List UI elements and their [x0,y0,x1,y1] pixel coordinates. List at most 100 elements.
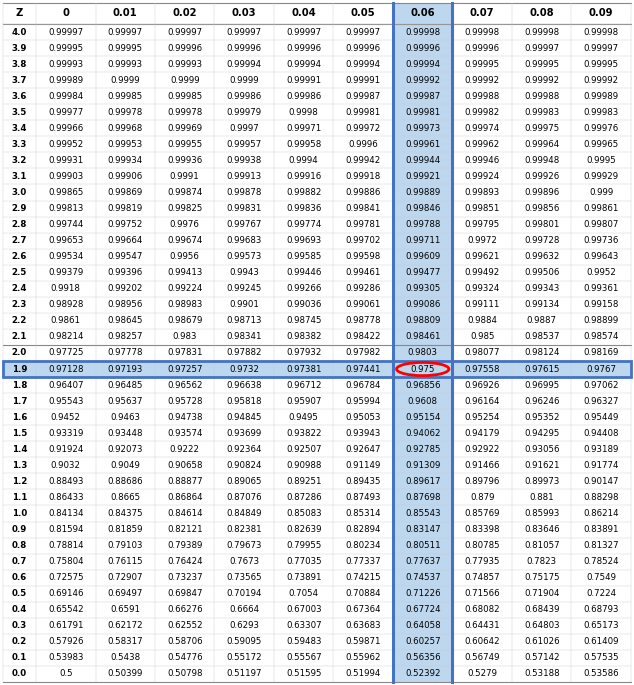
Bar [333,72,393,88]
Bar [274,169,333,184]
Bar [96,650,155,666]
Text: 0.98382: 0.98382 [286,332,321,341]
Bar [3,329,36,345]
Text: 0.99903: 0.99903 [48,172,84,181]
Bar [3,521,36,538]
Text: 0.99997: 0.99997 [346,27,381,36]
Bar [453,249,512,264]
Text: 0.99801: 0.99801 [524,220,559,229]
Bar [36,249,96,264]
Bar [214,169,274,184]
Bar [571,216,631,233]
Bar [393,538,453,553]
Bar [333,3,393,24]
Text: 0.99158: 0.99158 [583,300,619,310]
Bar [214,40,274,56]
Bar [3,24,36,40]
Bar [453,297,512,313]
Text: 0.95543: 0.95543 [48,397,84,406]
Text: 0.95154: 0.95154 [405,412,441,422]
Text: 0.71904: 0.71904 [524,589,559,598]
Text: 0.65542: 0.65542 [48,606,84,614]
Bar [155,313,214,329]
Bar [393,169,453,184]
Text: 0.53983: 0.53983 [48,653,84,662]
Text: 0.96638: 0.96638 [226,381,262,390]
Bar [393,601,453,618]
Bar [214,313,274,329]
Text: 0.83646: 0.83646 [524,525,560,534]
Text: 0.53586: 0.53586 [583,669,619,678]
Text: 0.9995: 0.9995 [586,156,616,165]
Bar [333,666,393,682]
Text: 2.5: 2.5 [12,269,27,277]
Text: 0.91309: 0.91309 [405,461,441,470]
Text: 0.93056: 0.93056 [524,445,559,453]
Text: 0.99683: 0.99683 [226,236,262,245]
Bar [274,329,333,345]
Bar [214,570,274,586]
Text: 0.68793: 0.68793 [583,606,619,614]
Bar [3,40,36,56]
Bar [512,538,571,553]
Text: 0.78524: 0.78524 [583,557,619,566]
Text: 0.82894: 0.82894 [346,525,381,534]
Text: 0.9997: 0.9997 [230,124,259,133]
Bar [333,489,393,506]
Text: 0.99997: 0.99997 [48,27,83,36]
Text: 0.5438: 0.5438 [110,653,140,662]
Bar [512,666,571,682]
Bar [155,329,214,345]
Bar [155,72,214,88]
Text: 0.99781: 0.99781 [346,220,381,229]
Text: 0.99955: 0.99955 [167,140,202,149]
Text: 0.72575: 0.72575 [48,573,84,582]
Text: 0.67003: 0.67003 [286,606,321,614]
Text: 0.57535: 0.57535 [583,653,619,662]
Text: 2.4: 2.4 [12,284,27,293]
Bar [214,104,274,121]
Bar [571,553,631,570]
Text: 0.97932: 0.97932 [286,349,321,358]
Text: 0.99997: 0.99997 [286,27,321,36]
Text: 0.94062: 0.94062 [405,429,441,438]
Text: 0.9: 0.9 [12,525,27,534]
Text: 0.99324: 0.99324 [465,284,500,293]
Bar [393,345,453,361]
Text: 0.99953: 0.99953 [108,140,143,149]
Text: 0.97778: 0.97778 [108,349,143,358]
Text: 0.81594: 0.81594 [48,525,84,534]
Text: 0.99996: 0.99996 [346,44,381,53]
Bar [274,618,333,634]
Text: 0.9994: 0.9994 [289,156,319,165]
Text: 0.98809: 0.98809 [405,316,441,325]
Bar [333,345,393,361]
Text: 0.9998: 0.9998 [289,108,319,116]
Bar [155,553,214,570]
Bar [214,441,274,458]
Text: 0.9999: 0.9999 [230,75,259,85]
Bar [214,152,274,169]
Text: 0.99981: 0.99981 [405,108,441,116]
Bar [36,297,96,313]
Bar [36,586,96,601]
Bar [333,393,393,409]
Text: 0.99985: 0.99985 [108,92,143,101]
Text: 0.99985: 0.99985 [167,92,202,101]
Text: 0.99869: 0.99869 [108,188,143,197]
Text: 3.3: 3.3 [12,140,27,149]
Bar [393,313,453,329]
Bar [274,104,333,121]
Bar [393,136,453,152]
Text: 0.96246: 0.96246 [524,397,559,406]
Text: 0.91774: 0.91774 [583,461,619,470]
Text: 0.90147: 0.90147 [583,477,619,486]
Bar [571,489,631,506]
Bar [3,104,36,121]
Bar [393,121,453,136]
Bar [3,586,36,601]
Bar [155,169,214,184]
Text: 0.54776: 0.54776 [167,653,202,662]
Text: 0.9732: 0.9732 [230,364,259,373]
Bar [3,184,36,201]
